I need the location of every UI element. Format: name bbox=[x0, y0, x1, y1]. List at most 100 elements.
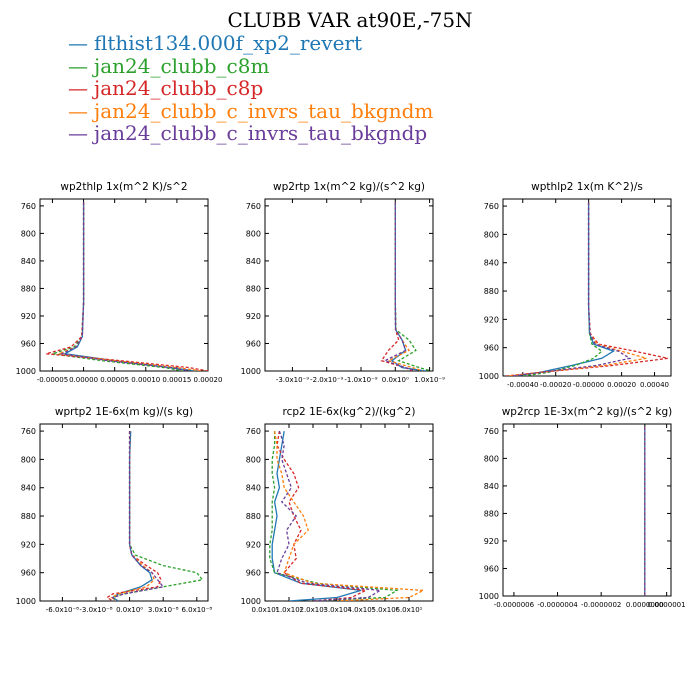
y-tick-label: 960 bbox=[21, 569, 36, 578]
chart-figure-title: CLUBB VAR at90E,-75N bbox=[227, 8, 473, 32]
x-tick-label: 3.0x10⁻⁸ bbox=[148, 606, 179, 614]
legend-line-icon: — bbox=[68, 121, 88, 145]
y-tick-label: 880 bbox=[484, 509, 499, 518]
y-tick-label: 760 bbox=[21, 427, 36, 436]
legend: — flthist134.000f_xp2_revert — jan24_clubb… bbox=[68, 32, 433, 145]
legend-label: jan24_clubb_c_invrs_tau_bkgndm bbox=[94, 98, 434, 123]
y-tick-label: 880 bbox=[484, 287, 499, 296]
y-tick-label: 840 bbox=[484, 259, 499, 268]
x-tick-label: 6.0x10¹ bbox=[396, 606, 423, 614]
panel-title: wp2rtp 1x(m^2 kg)/(s^2 kg) bbox=[273, 181, 425, 193]
y-tick-label: 920 bbox=[484, 315, 499, 324]
y-tick-label: 960 bbox=[246, 569, 261, 578]
x-tick-label: 2.0x10¹ bbox=[300, 606, 327, 614]
legend-label: flthist134.000f_xp2_revert bbox=[94, 31, 362, 55]
x-tick-label: -0.00040 bbox=[507, 381, 538, 389]
panel-title: rcp2 1E-6x(kg^2)/(kg^2) bbox=[283, 406, 416, 418]
series-line bbox=[52, 202, 184, 371]
x-tick-label: -3.0x10⁻⁸ bbox=[79, 606, 112, 614]
y-tick-label: 800 bbox=[21, 455, 36, 464]
x-tick-label: 5.0x10¹ bbox=[372, 606, 399, 614]
legend-item: — jan24_clubb_c8m bbox=[68, 53, 433, 78]
x-tick-label: -0.0000004 bbox=[537, 601, 578, 609]
y-tick-label: 1000 bbox=[241, 367, 261, 376]
x-tick-label: 3.0x10¹ bbox=[324, 606, 351, 614]
y-tick-label: 760 bbox=[484, 202, 499, 211]
y-tick-label: 880 bbox=[21, 512, 36, 521]
x-tick-label: -0.00005 bbox=[37, 376, 68, 384]
legend-item: — jan24_clubb_c_invrs_tau_bkgndm bbox=[68, 98, 434, 123]
x-tick-label: -0.00000 bbox=[573, 381, 604, 389]
y-tick-label: 1000 bbox=[16, 597, 36, 606]
legend-label: jan24_clubb_c8p bbox=[94, 76, 264, 100]
x-tick-label: 0.00020 bbox=[607, 381, 636, 389]
series-line bbox=[269, 431, 400, 601]
series-line bbox=[111, 431, 204, 601]
y-tick-label: 920 bbox=[484, 537, 499, 546]
series-line bbox=[110, 431, 155, 601]
y-tick-label: 960 bbox=[484, 564, 499, 573]
series-line bbox=[273, 430, 426, 601]
y-tick-label: 1000 bbox=[241, 597, 261, 606]
y-tick-label: 920 bbox=[21, 540, 36, 549]
chart-panel: wprtp2 1E-6x(m kg)/(s kg) 760 800 840 880 920… bbox=[16, 406, 213, 614]
x-tick-label: -3.0x10⁻⁹ bbox=[276, 376, 309, 384]
legend-item: — flthist134.000f_xp2_revert bbox=[68, 32, 433, 55]
chart-panel: wpthlp2 1x(m K^2)/s 760 800 840 880 920 960 100… bbox=[479, 181, 672, 389]
y-tick-label: 840 bbox=[246, 484, 261, 493]
legend-line-icon: — bbox=[68, 76, 88, 100]
legend-line-icon: — bbox=[68, 98, 88, 123]
legend-item: — jan24_clubb_c8p bbox=[68, 77, 433, 100]
x-tick-label: 0.00000 bbox=[69, 376, 98, 384]
y-tick-label: 1000 bbox=[479, 372, 499, 381]
y-tick-label: 960 bbox=[246, 339, 261, 348]
x-tick-label: -0.00020 bbox=[540, 381, 571, 389]
x-tick-label: 0.00010 bbox=[131, 376, 160, 384]
y-tick-label: 840 bbox=[484, 482, 499, 491]
series-line bbox=[62, 202, 196, 371]
y-tick-label: 800 bbox=[484, 230, 499, 239]
series-line bbox=[111, 431, 153, 601]
y-tick-label: 760 bbox=[484, 427, 499, 436]
legend-label: jan24_clubb_c8m bbox=[94, 53, 270, 78]
x-tick-label: -6.0x10⁻⁸ bbox=[46, 606, 79, 614]
y-tick-label: 960 bbox=[21, 339, 36, 348]
series-line bbox=[390, 202, 427, 371]
y-tick-label: 920 bbox=[246, 540, 261, 549]
panel-title: wp2rcp 1E-3x(m^2 kg)/(s^2 kg) bbox=[502, 406, 673, 418]
y-tick-label: 1000 bbox=[479, 592, 499, 601]
y-tick-label: 800 bbox=[246, 229, 261, 238]
x-tick-label: -2.0x10⁻⁹ bbox=[310, 376, 343, 384]
x-tick-label: 0.00005 bbox=[100, 376, 129, 384]
x-tick-label: 1.0x10⁻⁹ bbox=[414, 376, 445, 384]
y-tick-label: 880 bbox=[246, 284, 261, 293]
series-line bbox=[105, 431, 162, 601]
y-tick-label: 960 bbox=[484, 344, 499, 353]
y-tick-label: 840 bbox=[21, 484, 36, 493]
plot-frame bbox=[39, 198, 209, 372]
series-line bbox=[386, 202, 423, 371]
x-tick-label: 0.00020 bbox=[194, 376, 223, 384]
x-tick-label: 0.0x10⁰ bbox=[252, 606, 279, 614]
series-line bbox=[271, 430, 362, 601]
plot-frame bbox=[39, 423, 209, 602]
plot-frame bbox=[264, 423, 434, 602]
series-line bbox=[522, 202, 603, 376]
plot-frame bbox=[502, 198, 672, 377]
chart-panel: wp2rtp 1x(m^2 kg)/(s^2 kg) 760 800 840 880 92… bbox=[241, 181, 445, 384]
legend-line-icon: — bbox=[68, 31, 88, 55]
x-tick-label: 4.0x10¹ bbox=[348, 606, 375, 614]
series-line bbox=[394, 202, 432, 371]
x-tick-label: -0.0000006 bbox=[494, 601, 535, 609]
x-tick-label: -0.0000002 bbox=[581, 601, 621, 609]
x-tick-label: 0.0000001 bbox=[648, 601, 686, 609]
legend-item: — jan24_clubb_c_invrs_tau_bkgndp bbox=[68, 122, 433, 145]
x-tick-label: 0.0x10⁰ bbox=[382, 376, 409, 384]
legend-line-icon: — bbox=[68, 53, 88, 78]
series-line bbox=[46, 202, 208, 371]
y-tick-label: 800 bbox=[484, 454, 499, 463]
x-tick-label: 1.0x10¹ bbox=[276, 606, 303, 614]
y-tick-label: 760 bbox=[246, 427, 261, 436]
y-tick-label: 760 bbox=[21, 202, 36, 211]
